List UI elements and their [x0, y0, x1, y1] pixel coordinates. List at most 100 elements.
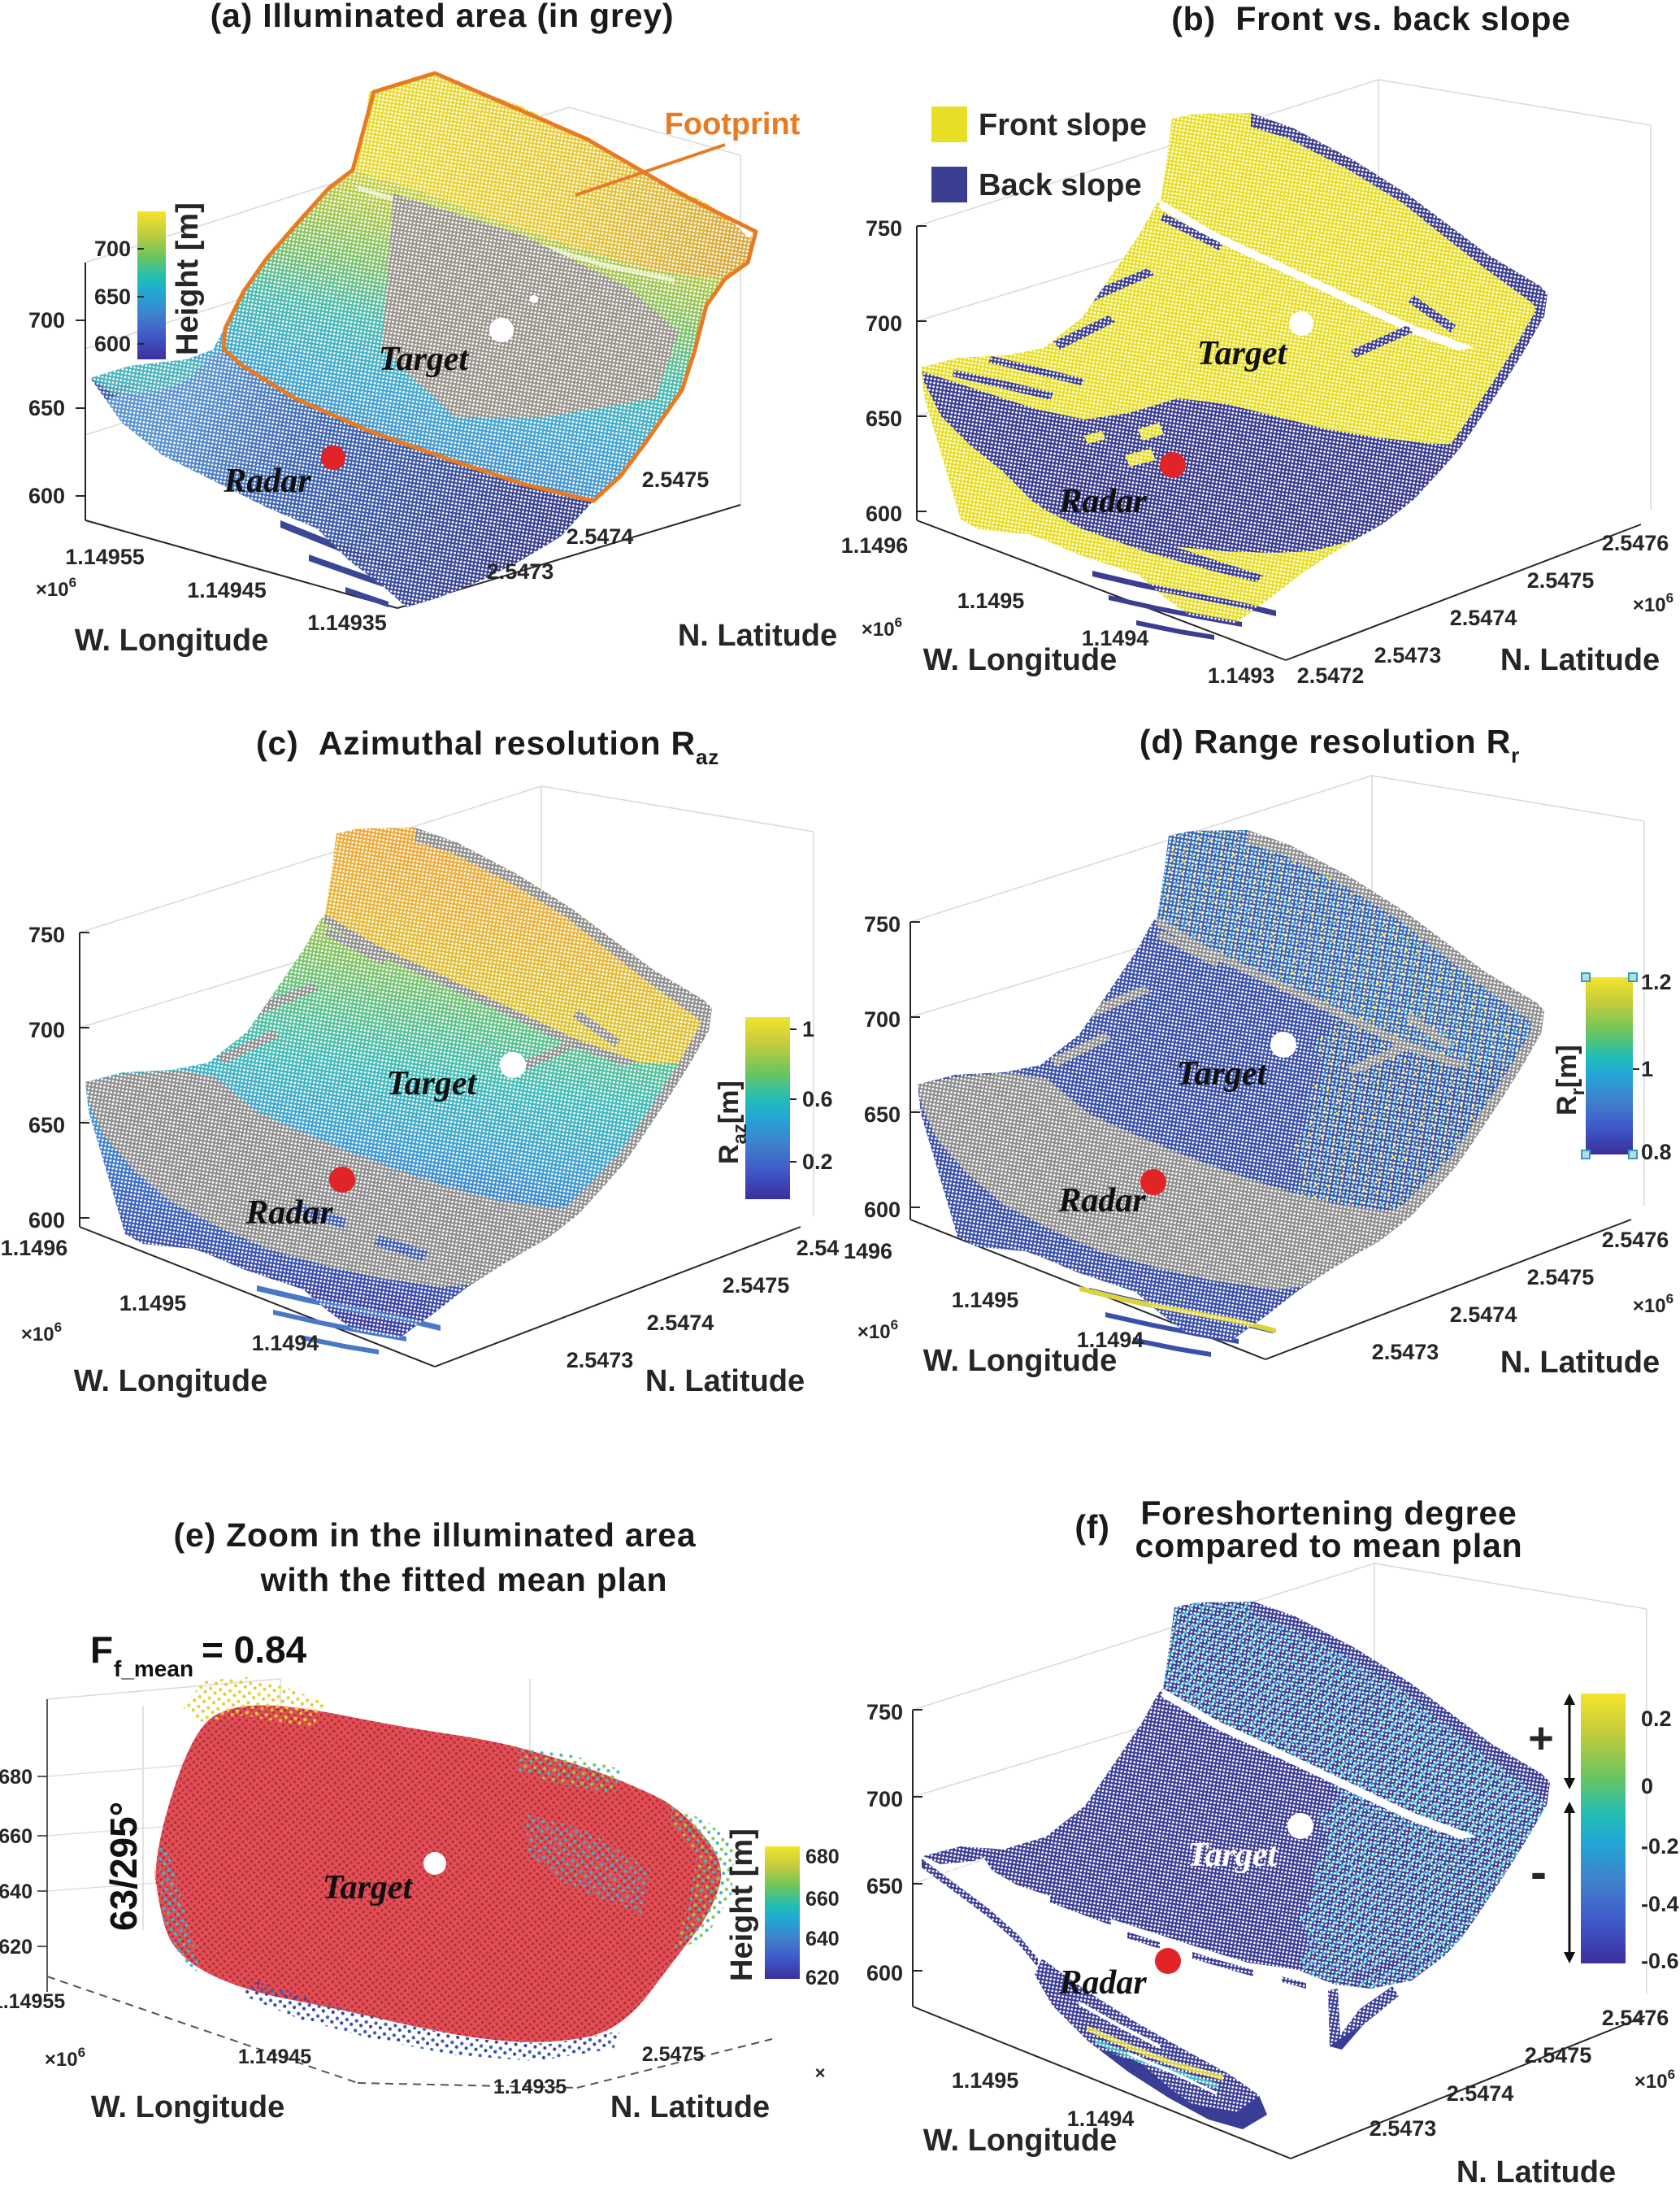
svg-text:1.1494: 1.1494 — [1082, 626, 1149, 650]
svg-text:(b) Front vs. back slope: (b) Front vs. back slope — [1171, 0, 1571, 37]
svg-text:1.14955: 1.14955 — [65, 545, 145, 569]
svg-text:Target: Target — [1177, 1055, 1268, 1093]
svg-text:×106: ×106 — [1634, 2067, 1675, 2093]
svg-text:Footprint: Footprint — [665, 107, 801, 141]
svg-text:650: 650 — [866, 407, 902, 431]
svg-text:2.5475: 2.5475 — [1527, 568, 1595, 593]
svg-text:-: - — [1530, 1845, 1547, 1899]
svg-text:640: 640 — [805, 1928, 840, 1950]
svg-text:2.5476: 2.5476 — [1602, 531, 1669, 555]
svg-text:×106: ×106 — [862, 615, 902, 641]
svg-text:Front slope: Front slope — [979, 108, 1147, 142]
svg-text:750: 750 — [28, 923, 65, 947]
svg-text:600: 600 — [864, 1198, 901, 1222]
svg-text:1.14935: 1.14935 — [493, 2076, 567, 2098]
svg-text:×106: ×106 — [857, 1317, 898, 1343]
svg-text:660: 660 — [0, 1825, 33, 1848]
svg-text:600: 600 — [866, 1961, 903, 1985]
svg-text:-0.2: -0.2 — [1641, 1834, 1679, 1859]
svg-text:(d) Range resolution Rr: (d) Range resolution Rr — [1140, 723, 1520, 767]
svg-text:1.14945: 1.14945 — [187, 578, 267, 602]
svg-text:2.5476: 2.5476 — [1602, 2006, 1669, 2030]
svg-text:750: 750 — [864, 912, 901, 937]
svg-text:0.8: 0.8 — [1641, 1140, 1672, 1164]
svg-text:660: 660 — [805, 1888, 840, 1911]
svg-text:0: 0 — [1641, 1774, 1653, 1798]
svg-text:700: 700 — [28, 1018, 65, 1042]
svg-text:640: 640 — [0, 1880, 33, 1903]
svg-text:2.5475: 2.5475 — [642, 467, 710, 492]
svg-text:1.1494: 1.1494 — [252, 1331, 319, 1355]
svg-text:2.5472: 2.5472 — [1297, 663, 1365, 688]
svg-text:700: 700 — [28, 308, 65, 333]
svg-text:0.2: 0.2 — [802, 1150, 833, 1174]
svg-text:(f): (f) — [1074, 1508, 1109, 1546]
svg-text:N. Latitude: N. Latitude — [678, 619, 837, 653]
svg-text:680: 680 — [805, 1846, 840, 1868]
svg-text:N. Latitude: N. Latitude — [1456, 2155, 1616, 2187]
svg-text:N. Latitude: N. Latitude — [645, 1364, 805, 1398]
svg-text:620: 620 — [0, 1936, 33, 1959]
svg-text:0.6: 0.6 — [802, 1087, 833, 1111]
svg-text:1.1494: 1.1494 — [1077, 1328, 1144, 1352]
svg-text:Height [m]: Height [m] — [171, 202, 205, 355]
svg-text:600: 600 — [94, 332, 131, 356]
svg-text:2.5475: 2.5475 — [723, 1273, 790, 1298]
svg-text:×106: ×106 — [21, 1320, 62, 1346]
svg-text:2.5473: 2.5473 — [1372, 1340, 1439, 1364]
svg-text:Radar: Radar — [1058, 483, 1147, 520]
svg-text:600: 600 — [28, 1208, 65, 1233]
svg-text:2.5473: 2.5473 — [1374, 643, 1442, 667]
svg-text:1.1495: 1.1495 — [119, 1291, 187, 1315]
svg-text:f_mean: f_mean — [114, 1656, 193, 1681]
svg-text:Radar: Radar — [223, 463, 311, 500]
svg-text:F: F — [90, 1628, 113, 1671]
svg-text:1: 1 — [802, 1017, 814, 1041]
svg-text:W. Longitude: W. Longitude — [75, 624, 269, 658]
svg-text:650: 650 — [28, 396, 65, 420]
svg-text:700: 700 — [866, 1787, 903, 1811]
svg-text:1.1493: 1.1493 — [1208, 663, 1275, 688]
svg-text:1.2: 1.2 — [1641, 970, 1672, 994]
svg-text:650: 650 — [28, 1113, 65, 1137]
svg-text:1.1496: 1.1496 — [1, 1236, 68, 1260]
svg-text:with the fitted mean plan: with the fitted mean plan — [260, 1561, 668, 1598]
svg-text:2.5475: 2.5475 — [1525, 2043, 1592, 2067]
svg-text:compared to mean plan: compared to mean plan — [1135, 1527, 1522, 1564]
svg-text:2.54: 2.54 — [797, 1236, 840, 1260]
svg-text:W. Longitude: W. Longitude — [923, 643, 1118, 677]
svg-text:1.14945: 1.14945 — [238, 2046, 311, 2068]
svg-text:620: 620 — [805, 1967, 840, 1989]
svg-text:1496: 1496 — [844, 1239, 892, 1263]
svg-text:Target: Target — [1197, 335, 1288, 372]
svg-text:2.5474: 2.5474 — [1450, 606, 1517, 630]
svg-text:Radar: Radar — [1057, 1182, 1146, 1220]
svg-text:W. Longitude: W. Longitude — [91, 2090, 285, 2124]
svg-text:Target: Target — [323, 1869, 414, 1907]
svg-text:700: 700 — [94, 237, 131, 261]
svg-text:600: 600 — [866, 502, 902, 526]
svg-text:63/295°: 63/295° — [102, 1802, 145, 1931]
svg-text:Rr[m]: Rr[m] — [1552, 1045, 1589, 1115]
svg-text:Back slope: Back slope — [979, 168, 1142, 202]
svg-text:Foreshortening degree: Foreshortening degree — [1140, 1494, 1517, 1532]
svg-text:= 0.84: = 0.84 — [202, 1628, 307, 1671]
svg-text:600: 600 — [28, 484, 65, 508]
svg-text:2.5473: 2.5473 — [487, 559, 554, 584]
svg-text:+: + — [1528, 1714, 1554, 1763]
svg-text:2.5476: 2.5476 — [1602, 1228, 1669, 1252]
svg-text:(a) Illuminated area (in grey): (a) Illuminated area (in grey) — [211, 0, 675, 34]
svg-text:1.1494: 1.1494 — [1067, 2107, 1135, 2131]
svg-text:650: 650 — [94, 285, 131, 309]
svg-text:Radar: Radar — [245, 1194, 333, 1232]
svg-text:1.1495: 1.1495 — [952, 2068, 1019, 2093]
svg-text:2.5473: 2.5473 — [1370, 2116, 1437, 2141]
svg-text:1.1496: 1.1496 — [841, 533, 909, 558]
svg-text:×106: ×106 — [36, 575, 76, 601]
svg-text:650: 650 — [866, 1874, 903, 1898]
svg-text:2.5474: 2.5474 — [567, 524, 634, 549]
svg-text:1.14935: 1.14935 — [307, 611, 387, 635]
svg-text:W. Longitude: W. Longitude — [74, 1364, 268, 1398]
svg-text:0.2: 0.2 — [1641, 1707, 1672, 1731]
svg-text:×106: ×106 — [45, 2045, 85, 2071]
